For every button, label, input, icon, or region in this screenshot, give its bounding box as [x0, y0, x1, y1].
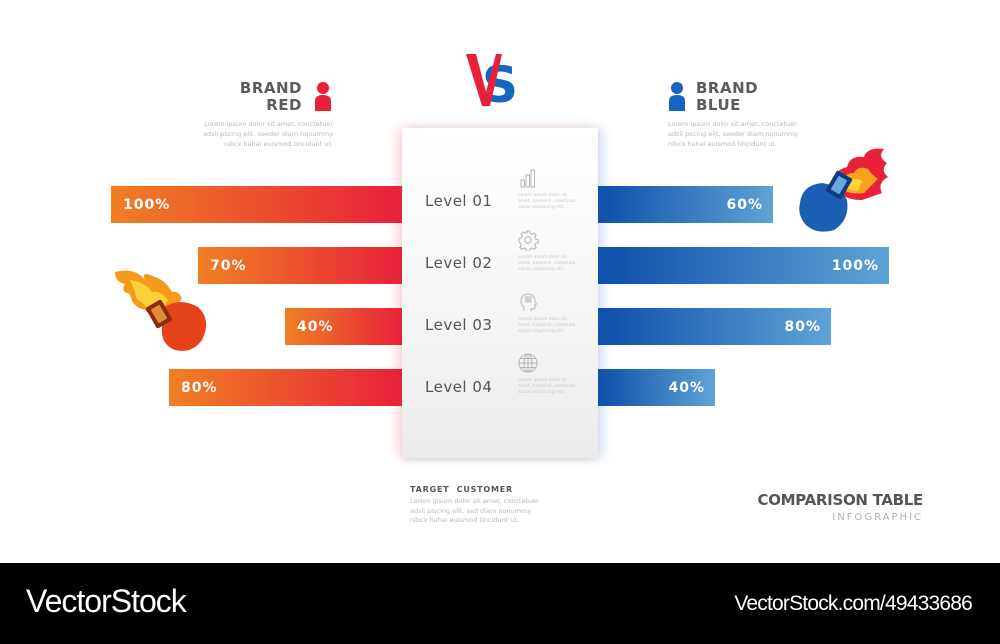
footer-image-id: VectorStock.com/49433686 [734, 592, 972, 615]
blue-bar-value: 40% [668, 379, 705, 396]
blue-bar-value: 80% [784, 318, 821, 335]
blue-bar-value: 100% [831, 257, 879, 274]
red-bar-value: 100% [123, 196, 171, 213]
brand-blue-title-line2: BLUE [696, 96, 741, 114]
gear-icon [518, 230, 539, 251]
blue-bar-level-03: 80% [597, 308, 831, 345]
target-customer-title: TARGET CUSTOMER [410, 485, 514, 494]
blue-boxing-glove-icon [799, 148, 888, 232]
level-02-label: Level 02 [425, 254, 493, 272]
globe-icon [518, 353, 538, 373]
blue-bar-value: 60% [726, 196, 763, 213]
blue-bar-level-02: 100% [597, 247, 889, 284]
brand-blue-title-line1: BRAND [696, 79, 759, 97]
comparison-title: COMPARISON TABLE [757, 491, 924, 509]
levels-panel [402, 128, 598, 458]
brand-red-title-line2: RED [266, 96, 302, 114]
level-02-description: Lorem ipsum dolor sit amet, hasdech, nae… [518, 255, 576, 272]
person-blue-icon [669, 82, 685, 111]
bar-chart-icon [520, 169, 535, 188]
blue-bar-level-04: 40% [597, 369, 715, 406]
brand-red-title-line1: BRAND [239, 79, 302, 97]
brand-red-description: Lorem ipsum dolor sit amet, conctetuer a… [202, 120, 333, 148]
red-boxing-glove-icon [115, 270, 207, 351]
brand-blue-title: BRAND BLUE [696, 80, 796, 114]
red-bar-level-01: 100% [111, 186, 403, 223]
red-bar-value: 40% [297, 318, 334, 335]
level-01-description: Lorem ipsum dolor sit amet, hasdech, nae… [518, 193, 576, 210]
level-03-description: Lorem ipsum dolor sit amet, hasdech, nae… [518, 317, 576, 334]
head-brain-icon [520, 293, 538, 311]
red-bar-level-04: 80% [169, 369, 403, 406]
red-bar-level-03: 40% [285, 308, 403, 345]
footer-brand: VectorStock [26, 583, 187, 619]
level-03-label: Level 03 [425, 316, 493, 334]
target-customer-description: Lorem ipsum dolor sit amet, conctetuer a… [410, 497, 539, 524]
vs-logo: S [466, 54, 518, 110]
level-01-label: Level 01 [425, 192, 493, 210]
brand-red-title: BRAND RED [220, 80, 302, 114]
person-red-icon [315, 82, 331, 111]
brand-blue-description: Lorem ipsum dolor sit amet, conctetuer a… [668, 120, 799, 148]
blue-bar-level-01: 60% [597, 186, 773, 223]
red-bar-value: 70% [210, 257, 247, 274]
level-04-label: Level 04 [425, 378, 493, 396]
red-bar-level-02: 70% [198, 247, 403, 284]
comparison-subtitle: INFOGRAPHIC [832, 512, 923, 523]
level-04-description: Lorem ipsum dolor sit amet, hasdech, nae… [518, 378, 576, 395]
footer-bar [0, 563, 1000, 644]
red-bar-value: 80% [181, 379, 218, 396]
